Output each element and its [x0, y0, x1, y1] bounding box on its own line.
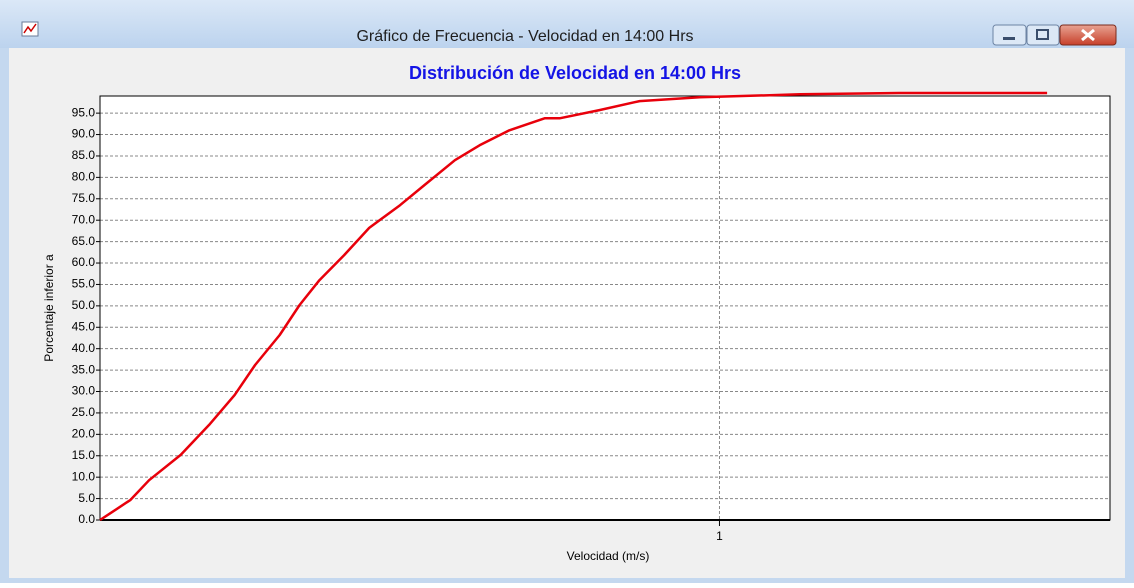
minimize-icon [1003, 37, 1015, 40]
y-tick-label: 95.0 [72, 105, 96, 119]
x-tick-label: 1 [716, 529, 723, 543]
line-series [99, 91, 1048, 522]
y-tick-label: 85.0 [72, 148, 96, 162]
y-tick-label: 50.0 [72, 298, 96, 312]
grid [100, 96, 1110, 521]
y-tick-label: 25.0 [72, 405, 96, 419]
x-axis-label: Velocidad (m/s) [567, 549, 650, 563]
y-tick-label: 90.0 [72, 127, 96, 141]
y-tick-label: 35.0 [72, 362, 96, 376]
title-bar [0, 0, 1134, 48]
y-tick-label: 65.0 [72, 234, 96, 248]
maximize-icon [1036, 29, 1049, 40]
y-tick-label: 55.0 [72, 277, 96, 291]
plot-area [100, 96, 1110, 520]
y-tick-label: 70.0 [72, 212, 96, 226]
minimize-button[interactable] [992, 24, 1027, 46]
app-icon-line [23, 23, 37, 34]
maximize-button[interactable] [1026, 24, 1060, 46]
window-title: Gráfico de Frecuencia - Velocidad en 14:… [356, 28, 693, 45]
y-tick-label: 10.0 [72, 469, 96, 483]
y-tick-label: 15.0 [72, 448, 96, 462]
y-tick-label: 20.0 [72, 427, 96, 441]
close-icon [1081, 28, 1095, 42]
y-tick-label: 5.0 [78, 491, 95, 505]
y-tick-label: 40.0 [72, 341, 96, 355]
y-tick-label: 45.0 [72, 319, 96, 333]
y-tick-label: 75.0 [72, 191, 96, 205]
y-tick-label: 30.0 [72, 384, 96, 398]
chart-title: Distribución de Velocidad en 14:00 Hrs [409, 63, 741, 83]
window-controls[interactable] [992, 24, 1117, 46]
y-tick-label: 0.0 [78, 512, 95, 526]
y-axis-label: Porcentaje inferior a [42, 254, 56, 362]
y-tick-label: 60.0 [72, 255, 96, 269]
y-tick-label: 80.0 [72, 170, 96, 184]
